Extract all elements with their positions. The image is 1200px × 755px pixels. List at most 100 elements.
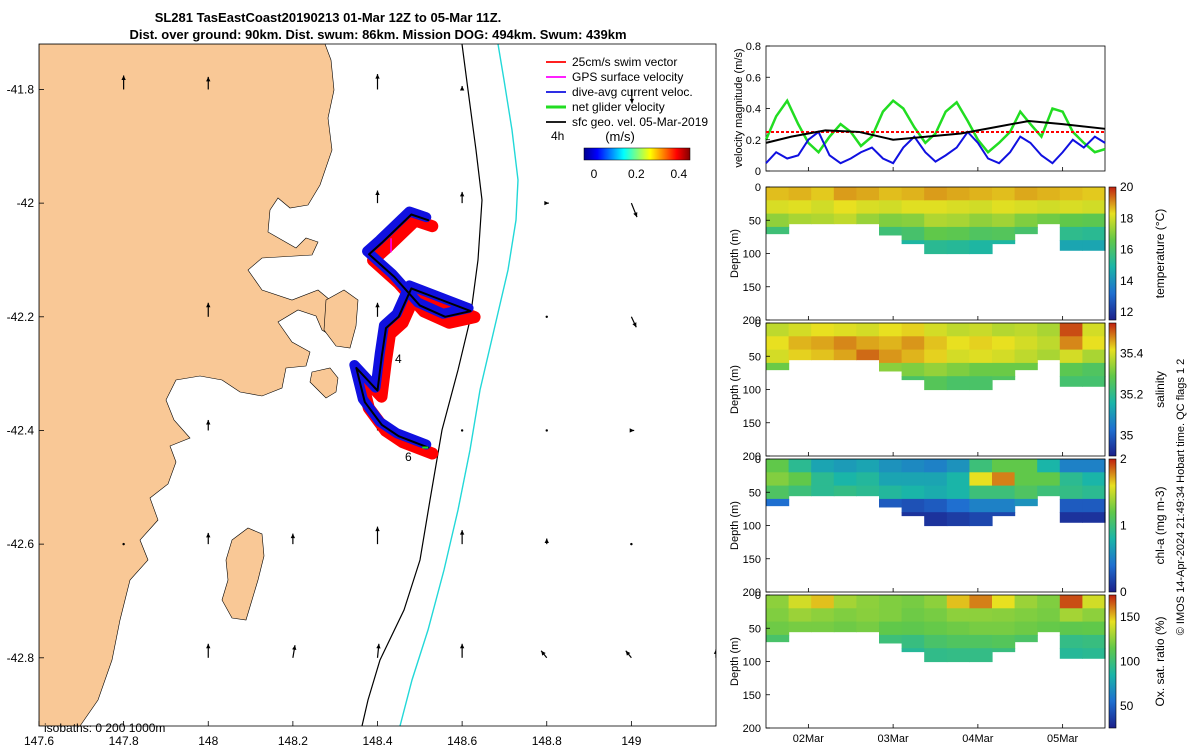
section-panel-2: 0 50 100 150 200 Depth (m) 0 1 2 chl-a (mg m-3) xyxy=(729,452,1167,599)
surface-velocity-arrow xyxy=(540,650,548,659)
section-panel-3: 0 50 100 150 200 Depth (m) 50 100 150 Ox. sat. ra… xyxy=(729,590,1167,735)
section-cell xyxy=(1014,336,1038,351)
colorbar-tick-label: 0 xyxy=(591,167,598,181)
colorbar-tick-label: 1 xyxy=(1120,519,1127,533)
section-cell xyxy=(788,349,812,361)
section-cell xyxy=(946,621,970,636)
section-cell xyxy=(924,362,948,377)
section-cell xyxy=(924,498,948,513)
map-xtick-label: 147.6 xyxy=(24,734,54,748)
section-cell xyxy=(788,472,812,487)
section-cell xyxy=(924,634,948,649)
section-cell xyxy=(992,621,1016,636)
section-cell xyxy=(946,349,970,364)
section-cell xyxy=(1082,485,1106,500)
section-cell xyxy=(924,595,948,609)
section-cell xyxy=(992,472,1016,487)
section-colorbar xyxy=(1108,186,1117,321)
section-cell xyxy=(924,349,948,364)
surface-velocity-arrow xyxy=(206,532,211,545)
section-cell xyxy=(879,459,903,473)
section-cell xyxy=(766,362,790,371)
section-cell xyxy=(833,200,857,215)
section-cell xyxy=(969,595,993,609)
section-cell xyxy=(992,608,1016,623)
section-cell xyxy=(1082,213,1106,228)
section-cell xyxy=(856,323,880,337)
section-cell xyxy=(1059,472,1083,487)
colorbar-tick-label: 2 xyxy=(1120,452,1127,466)
section-cell xyxy=(992,459,1016,473)
section-cell xyxy=(901,362,925,377)
section-cell xyxy=(946,362,970,377)
surface-velocity-arrow xyxy=(544,200,549,206)
surface-velocity-arrow xyxy=(122,542,125,546)
section-cell xyxy=(992,512,1016,517)
section-cell xyxy=(969,459,993,473)
title-line-2: Dist. over ground: 90km. Dist. swum: 86k… xyxy=(129,27,626,42)
section-cell xyxy=(788,595,812,609)
surface-velocity-arrow xyxy=(545,429,548,432)
section-cell xyxy=(1059,498,1083,513)
track-label-4: 4 xyxy=(395,352,402,366)
section-cell xyxy=(1059,226,1083,241)
section-cell xyxy=(833,595,857,609)
section-cell xyxy=(811,336,835,351)
section-cell xyxy=(1082,459,1106,473)
section-cell xyxy=(992,498,1016,513)
section-cell xyxy=(1082,323,1106,337)
section-cell xyxy=(924,472,948,487)
section-cell xyxy=(946,336,970,351)
section-cell xyxy=(1059,349,1083,364)
section-cell xyxy=(1082,336,1106,351)
colorbar-label: chl-a (mg m-3) xyxy=(1153,486,1167,564)
surface-velocity-arrow xyxy=(376,643,381,658)
colorbar-tick-label: 0.4 xyxy=(670,167,687,181)
section-cell xyxy=(992,213,1016,228)
glider-track-line xyxy=(355,213,472,449)
colorbar-tick-label: 16 xyxy=(1120,243,1134,257)
section-cell xyxy=(1014,621,1038,636)
section-cell xyxy=(901,213,925,228)
section-cell xyxy=(811,349,835,361)
section-cell xyxy=(766,621,790,636)
section-cell xyxy=(788,323,812,337)
section-cell xyxy=(856,485,880,497)
depth-tick-label: 100 xyxy=(743,385,761,397)
section-cell xyxy=(1014,595,1038,609)
depth-tick-label: 150 xyxy=(743,282,761,294)
section-cell xyxy=(1014,323,1038,337)
section-cell xyxy=(969,498,993,513)
depth-tick-label: 200 xyxy=(743,315,761,327)
surface-velocity-arrow xyxy=(544,538,549,545)
section-cell xyxy=(788,336,812,351)
section-cell xyxy=(1014,187,1038,201)
surface-velocity-arrow xyxy=(459,530,465,545)
map-y-ticks: -41.8 -42 -42.2 -42.4 -42.6 -42.8 xyxy=(7,82,44,665)
colorbar-tick-label: 100 xyxy=(1120,655,1140,669)
section-cell xyxy=(1014,459,1038,473)
colorbar-tick-label: 0 xyxy=(1120,585,1127,599)
surface-velocity-arrow xyxy=(206,76,211,90)
section-cell xyxy=(1037,621,1061,633)
surface-velocity-arrow xyxy=(206,302,211,317)
section-cell xyxy=(969,512,993,527)
schouten-island xyxy=(323,289,359,349)
section-cell xyxy=(1037,459,1061,473)
section-cell xyxy=(1014,472,1038,487)
section-colorbar xyxy=(1108,594,1117,729)
section-cell xyxy=(1059,595,1083,609)
section-cell xyxy=(879,226,903,236)
section-cell xyxy=(946,459,970,473)
section-cell xyxy=(1037,608,1061,623)
section-cell xyxy=(901,621,925,636)
section-ylabel: Depth (m) xyxy=(729,365,741,414)
time-tick-label: 05Mar xyxy=(1047,733,1079,745)
depth-tick-label: 0 xyxy=(755,318,761,330)
section-cell xyxy=(811,323,835,337)
depth-tick-label: 100 xyxy=(743,657,761,669)
depth-tick-label: 150 xyxy=(743,690,761,702)
section-cell xyxy=(924,213,948,228)
section-cell xyxy=(1059,240,1083,251)
